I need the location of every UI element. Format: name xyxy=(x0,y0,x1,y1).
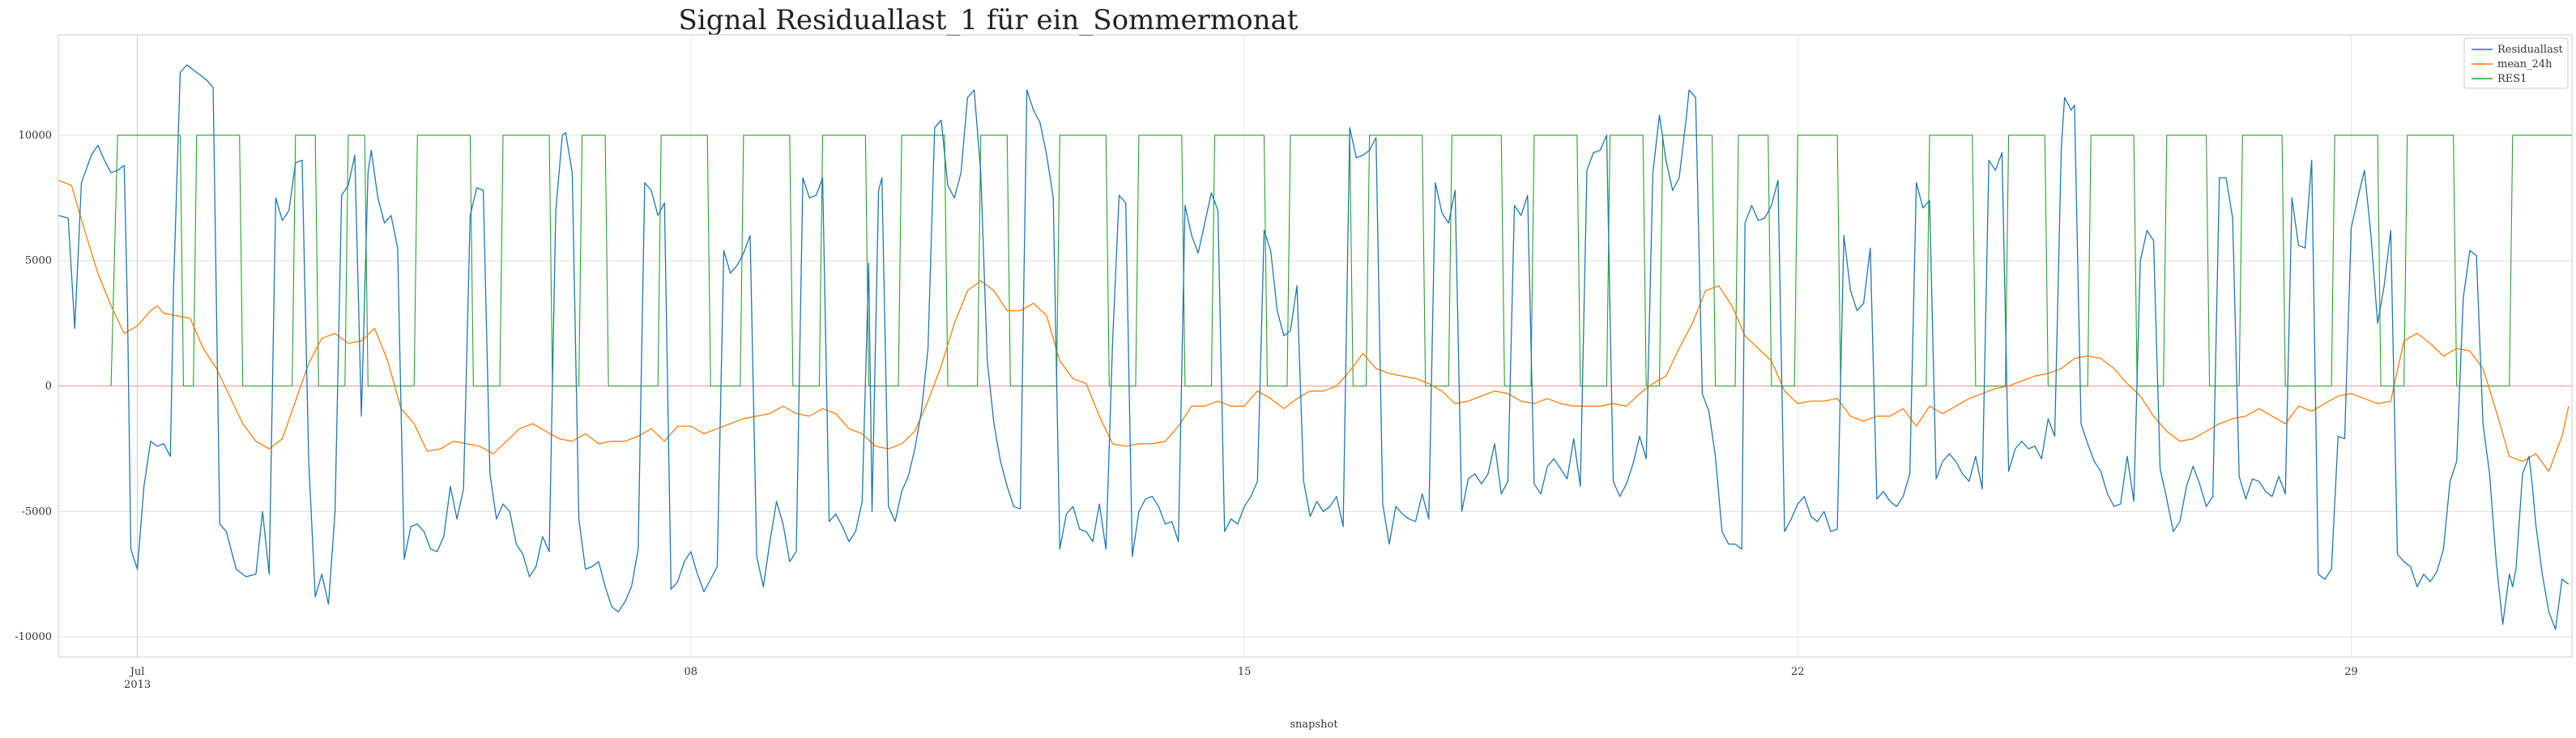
x-tick-label: 29 xyxy=(2344,666,2358,678)
series-line-residuallast xyxy=(58,64,2570,630)
x-tick-label: 08 xyxy=(685,666,698,678)
series-lines xyxy=(58,64,2572,630)
plot-area-frame xyxy=(58,34,2573,658)
y-tick-label: 0 xyxy=(45,381,52,393)
y-tick-label: 5000 xyxy=(25,255,52,267)
series-line-mean-24h xyxy=(58,179,2570,472)
legend-box xyxy=(2463,37,2569,89)
y-tick-label: -10000 xyxy=(15,631,52,643)
grid-lines xyxy=(58,35,2572,657)
y-tick-label: -5000 xyxy=(22,506,52,518)
x-axis-label: snapshot xyxy=(1290,719,1338,731)
chart-title: Signal Residuallast_1 für ein_Sommermona… xyxy=(679,4,1299,36)
y-tick-labels: -10000 -5000 0 5000 10000 xyxy=(15,130,52,643)
x-tick-label: 15 xyxy=(1238,666,1252,678)
y-tick-label: 10000 xyxy=(19,130,52,142)
x-tick-label: 22 xyxy=(1791,666,1805,678)
legend[interactable]: Residuallast mean_24h RES1 xyxy=(2463,37,2569,89)
series-line-res1 xyxy=(110,134,2572,387)
x-tick-sublabel: 2013 xyxy=(124,679,151,691)
legend-label-residuallast: Residuallast xyxy=(2497,44,2563,56)
legend-label-mean-24h: mean_24h xyxy=(2497,58,2553,70)
reference-lines xyxy=(58,35,2572,657)
legend-label-res1: RES1 xyxy=(2497,73,2527,85)
x-tick-label: Jul xyxy=(129,666,145,678)
